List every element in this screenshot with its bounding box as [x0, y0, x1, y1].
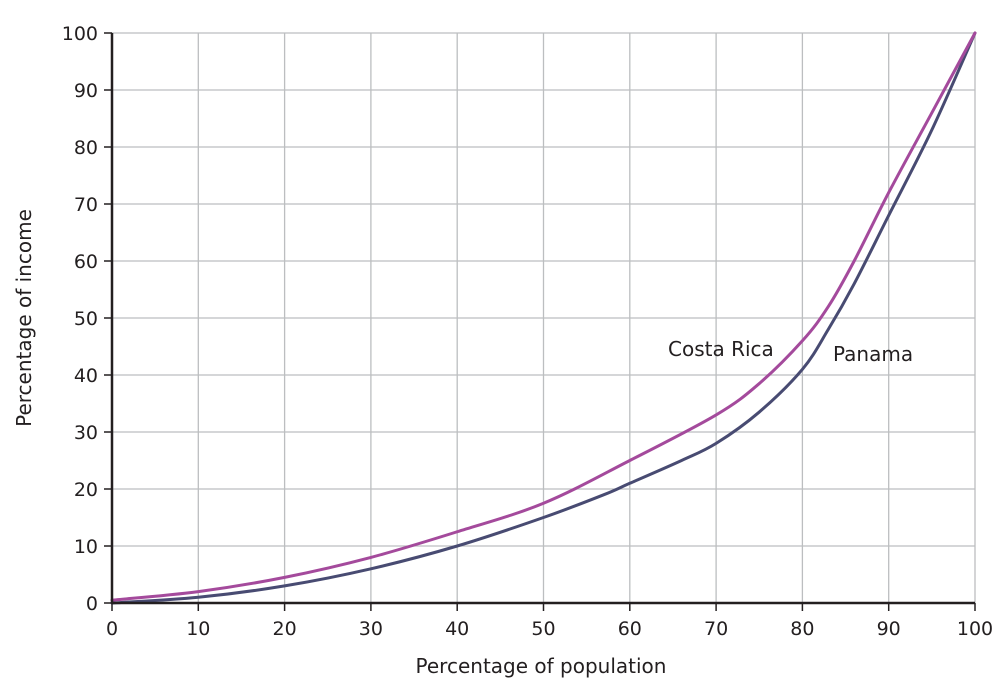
series-lines	[110, 31, 977, 605]
x-tick-label-90: 90	[877, 618, 901, 640]
y-tick-label-10: 10	[74, 536, 98, 558]
y-tick-label-100: 100	[62, 23, 98, 45]
y-tick-label-70: 70	[74, 194, 98, 216]
x-tick-label-30: 30	[359, 618, 383, 640]
x-axis-title: Percentage of population	[416, 654, 667, 678]
y-axis-title: Percentage of income	[12, 209, 36, 427]
y-tick-label-50: 50	[74, 308, 98, 330]
y-tick-label-20: 20	[74, 479, 98, 501]
y-tick-label-30: 30	[74, 422, 98, 444]
y-tick-label-60: 60	[74, 251, 98, 273]
series-line-panama	[110, 31, 977, 605]
tick-labels: 0 10 20 30 40 50 60 70 80 90 100 0 10 20 30 40 50 60 70 80 9…	[62, 23, 993, 640]
x-tick-label-0: 0	[106, 618, 118, 640]
x-tick-label-100: 100	[957, 618, 993, 640]
x-tick-label-70: 70	[704, 618, 728, 640]
x-tick-label-60: 60	[618, 618, 642, 640]
y-tick-label-90: 90	[74, 80, 98, 102]
x-tick-label-50: 50	[531, 618, 555, 640]
x-tick-label-80: 80	[790, 618, 814, 640]
y-tick-label-0: 0	[86, 593, 98, 615]
y-tick-label-80: 80	[74, 137, 98, 159]
grid	[112, 32, 976, 603]
series-label-costa-rica: Costa Rica	[668, 337, 774, 361]
series-line-costa-rica	[110, 31, 977, 602]
axes	[104, 32, 976, 611]
x-tick-label-10: 10	[186, 618, 210, 640]
series-label-panama: Panama	[833, 342, 913, 366]
x-tick-label-20: 20	[273, 618, 297, 640]
y-tick-label-40: 40	[74, 365, 98, 387]
x-tick-label-40: 40	[445, 618, 469, 640]
